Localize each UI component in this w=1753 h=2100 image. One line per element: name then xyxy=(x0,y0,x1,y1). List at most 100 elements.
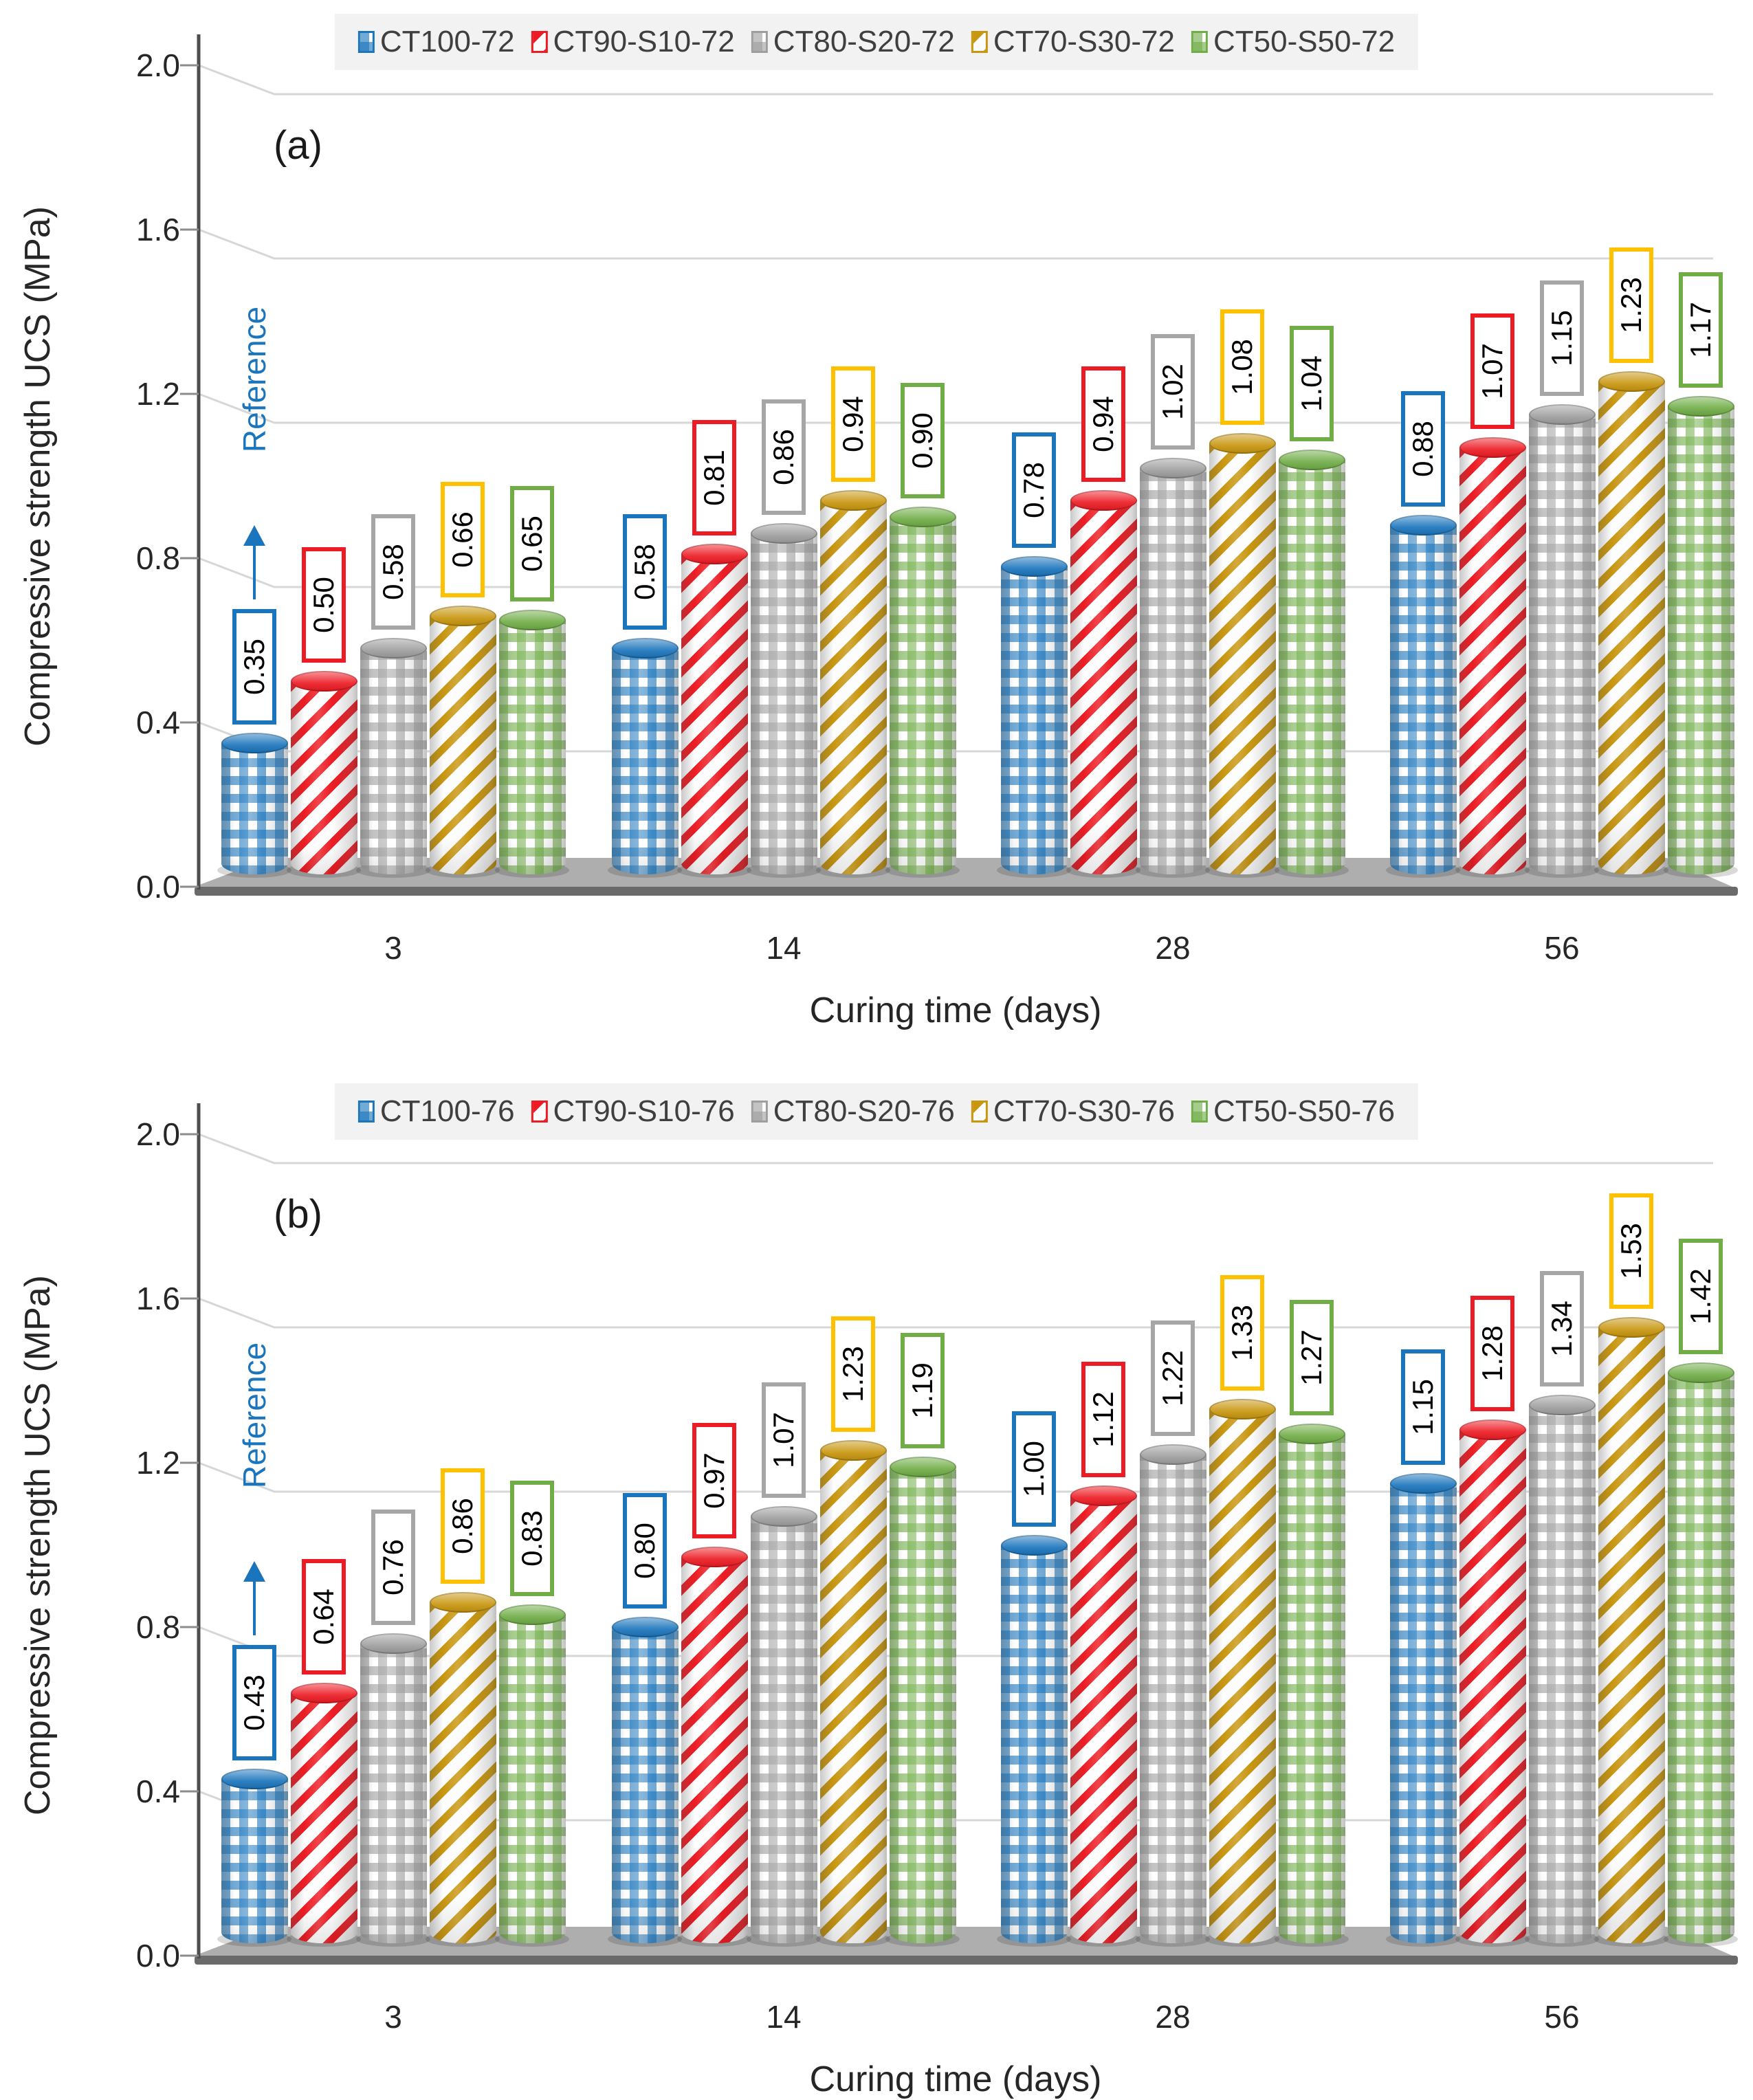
bar-top-face xyxy=(750,1505,817,1527)
bar-shading xyxy=(681,1557,748,1943)
gridline xyxy=(198,228,1713,260)
bar-value-text: 1.02 xyxy=(1156,363,1189,420)
bar-top-face xyxy=(819,490,887,511)
bar-top-face xyxy=(1000,1534,1068,1556)
y-tick-label: 0.8 xyxy=(136,540,180,576)
bar-value-label: 1.33 xyxy=(1220,1275,1264,1391)
bar-shading xyxy=(819,500,887,874)
bar-value-text: 0.76 xyxy=(377,1539,409,1595)
bar-value-label: 1.15 xyxy=(1540,280,1584,396)
legend-item: CT70-S30-72 xyxy=(971,25,1175,59)
y-tick-label: 0.0 xyxy=(136,869,180,905)
bar-CT70-S30-76-3d xyxy=(429,1592,496,1943)
bar-CT100-76-3d xyxy=(221,1769,288,1943)
bar-top-face xyxy=(1528,1395,1596,1416)
bar-body xyxy=(498,619,566,874)
bar-shading xyxy=(290,1692,357,1943)
bar-CT90-S10-72-56d xyxy=(1459,436,1526,874)
bar-CT50-S50-76-28d xyxy=(1278,1424,1345,1943)
bar-value-text: 1.19 xyxy=(906,1362,938,1419)
bar-CT90-S10-72-28d xyxy=(1070,490,1137,874)
bar-top-face xyxy=(360,1633,427,1654)
CT100-76-swatch-icon xyxy=(357,1101,375,1123)
bar-shading xyxy=(498,1615,566,1943)
bar-value-label: 0.76 xyxy=(371,1509,415,1625)
bar-top-face xyxy=(750,523,817,544)
legend-item: CT100-76 xyxy=(357,1094,515,1129)
x-tick-label: 56 xyxy=(1544,930,1580,966)
bar-body xyxy=(1139,1455,1206,1943)
bar-shading xyxy=(819,1450,887,1943)
bar-body xyxy=(360,648,427,874)
bar-value-text: 0.90 xyxy=(906,412,938,469)
bar-CT50-S50-72-56d xyxy=(1667,395,1734,874)
bar-shading xyxy=(498,619,566,874)
reference-annotation-text: Reference xyxy=(236,306,273,452)
y-tick-label: 0.4 xyxy=(136,705,180,740)
bar-shading xyxy=(360,648,427,874)
bar-shading xyxy=(221,1779,288,1943)
bar-CT70-S30-72-56d xyxy=(1598,371,1665,874)
bar-CT80-S20-72-14d xyxy=(750,523,817,874)
bar-body xyxy=(290,1692,357,1943)
bar-top-face xyxy=(1528,404,1596,425)
bar-value-label: 0.81 xyxy=(692,420,736,536)
bar-value-label: 1.07 xyxy=(762,1382,806,1498)
legend-label: CT100-76 xyxy=(379,1094,515,1128)
bar-top-face xyxy=(1667,395,1734,417)
bar-shading xyxy=(429,1602,496,1943)
bar-body xyxy=(1667,1372,1734,1943)
legend-label: CT80-S20-76 xyxy=(773,1094,955,1128)
bar-shading xyxy=(1667,1372,1734,1943)
bar-CT50-S50-72-14d xyxy=(889,507,956,874)
bar-value-text: 0.65 xyxy=(516,515,548,572)
bar-value-text: 1.04 xyxy=(1295,355,1327,412)
bar-value-text: 0.86 xyxy=(446,1498,478,1555)
CT100-72-swatch-icon xyxy=(357,31,375,53)
bar-shading xyxy=(221,742,288,874)
bar-top-face xyxy=(429,1592,496,1613)
bar-body xyxy=(681,1557,748,1943)
panel-label: (b) xyxy=(274,1192,322,1237)
bar-value-label: 0.86 xyxy=(762,399,806,516)
bar-value-text: 0.94 xyxy=(1087,396,1119,453)
bar-top-face xyxy=(1598,1316,1665,1338)
bar-top-face xyxy=(1139,457,1206,478)
bar-value-label: 0.64 xyxy=(302,1558,346,1675)
y-tick-label: 0.8 xyxy=(136,1609,180,1645)
bar-CT90-S10-72-14d xyxy=(681,544,748,874)
bar-top-face xyxy=(1070,490,1137,511)
bar-value-text: 1.15 xyxy=(1545,310,1578,366)
legend-item: CT70-S30-76 xyxy=(971,1094,1175,1129)
bar-body xyxy=(1389,525,1457,874)
bar-value-text: 0.58 xyxy=(377,544,409,601)
x-tick-label: 28 xyxy=(1155,930,1191,966)
bar-shading xyxy=(681,554,748,874)
bar-body xyxy=(889,517,956,874)
bar-value-label: 1.42 xyxy=(1679,1238,1723,1354)
bar-CT80-S20-72-56d xyxy=(1528,404,1596,874)
bar-top-face xyxy=(1070,1485,1137,1506)
bar-body xyxy=(681,554,748,874)
bar-body xyxy=(819,500,887,874)
reference-annotation: Reference xyxy=(235,1271,274,1560)
bar-value-label: 0.78 xyxy=(1012,432,1056,548)
legend-label: CT100-72 xyxy=(379,25,515,58)
CT90-S10-72-swatch-icon xyxy=(531,31,548,53)
legend-item: CT90-S10-76 xyxy=(531,1094,735,1129)
bar-body xyxy=(750,1516,817,1943)
bar-value-text: 1.07 xyxy=(1476,342,1508,399)
bar-value-text: 1.23 xyxy=(837,1346,869,1402)
bar-value-text: 1.53 xyxy=(1615,1222,1647,1279)
CT80-S20-76-swatch-icon xyxy=(751,1101,768,1123)
bar-CT50-S50-76-14d xyxy=(889,1456,956,1943)
bar-CT50-S50-76-3d xyxy=(498,1604,566,1943)
bar-shading xyxy=(1209,443,1276,874)
bar-value-label: 0.43 xyxy=(232,1645,276,1761)
bar-CT80-S20-76-14d xyxy=(750,1505,817,1943)
bar-value-label: 0.50 xyxy=(302,547,346,663)
reference-arrow-shaft xyxy=(253,544,256,599)
bar-value-text: 1.22 xyxy=(1156,1350,1189,1406)
y-tick-label: 2.0 xyxy=(136,1116,180,1152)
CT90-S10-76-swatch-icon xyxy=(531,1101,548,1123)
